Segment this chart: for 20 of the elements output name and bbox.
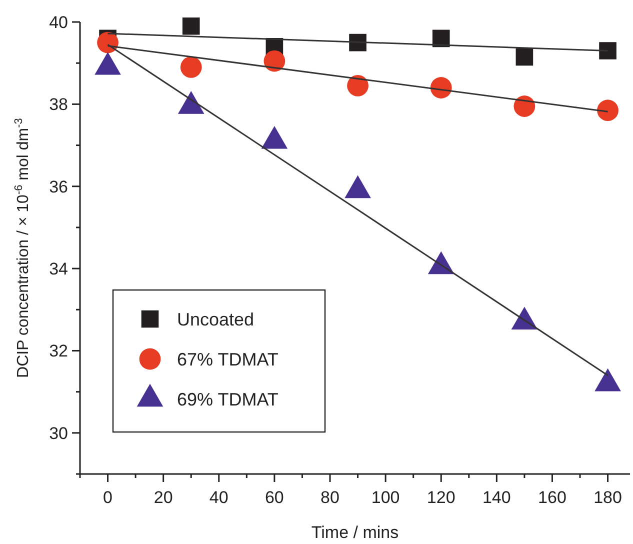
legend-label: 67% TDMAT <box>177 349 278 370</box>
y-tick-label: 32 <box>49 342 68 361</box>
y-tick-label: 40 <box>49 12 68 32</box>
x-tick-label: 40 <box>209 488 228 507</box>
y-tick-label: 30 <box>49 424 68 443</box>
y-tick-label: 36 <box>49 177 68 196</box>
x-tick-label: 80 <box>320 488 340 507</box>
x-tick-label: 160 <box>538 488 566 507</box>
x-tick-label: 0 <box>103 488 113 507</box>
x-tick-label: 100 <box>371 488 400 507</box>
x-tick-label: 140 <box>482 488 511 507</box>
y-tick-label: 34 <box>49 259 68 278</box>
x-tick-label: 180 <box>594 488 622 507</box>
x-axis-title: Time / mins <box>311 523 399 542</box>
y-tick-label: 38 <box>49 95 68 114</box>
x-tick-label: 60 <box>264 488 284 507</box>
x-tick-label: 120 <box>426 488 456 507</box>
legend-label: 69% TDMAT <box>177 389 278 410</box>
x-tick-label: 20 <box>154 488 173 507</box>
legend-label: Uncoated <box>177 309 254 330</box>
